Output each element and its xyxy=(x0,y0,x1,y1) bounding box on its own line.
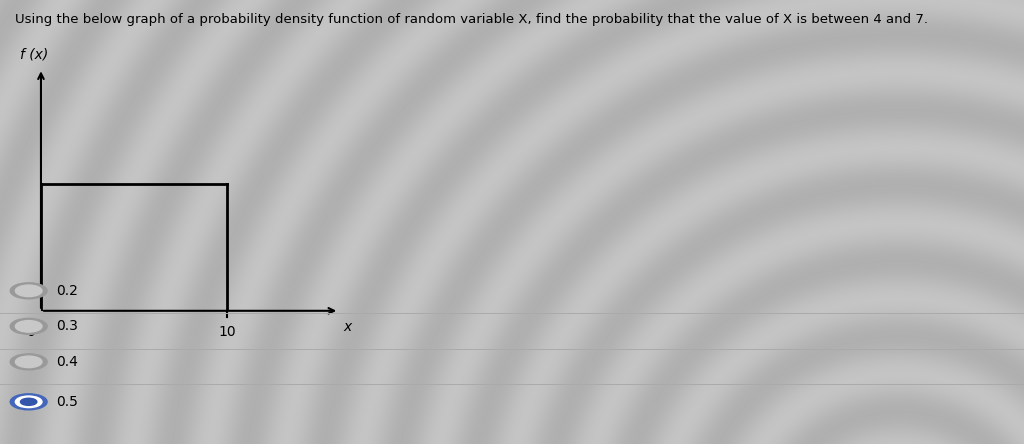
Text: 10: 10 xyxy=(218,325,237,339)
Text: 0: 0 xyxy=(26,325,35,339)
Text: Using the below graph of a probability density function of random variable X, fi: Using the below graph of a probability d… xyxy=(15,13,929,26)
Text: 0.5: 0.5 xyxy=(56,395,78,409)
Text: 0.4: 0.4 xyxy=(56,355,78,369)
Text: x: x xyxy=(343,320,351,334)
Text: 0.2: 0.2 xyxy=(56,284,78,298)
Text: f (x): f (x) xyxy=(19,48,48,61)
Text: 0.3: 0.3 xyxy=(56,319,78,333)
